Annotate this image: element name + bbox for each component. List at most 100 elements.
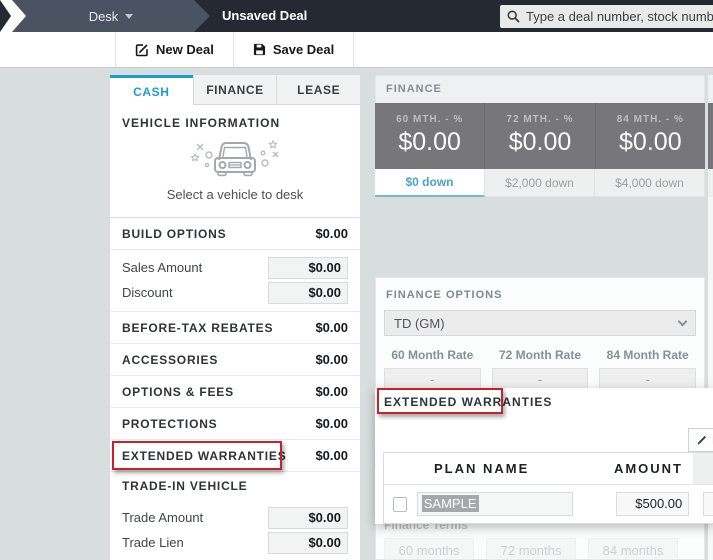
warranty-plan-table: PLAN NAME AMOUNT SAMPLE $500.00 xyxy=(383,452,713,524)
section-options-fees[interactable]: OPTIONS & FEES $0.00 xyxy=(110,376,360,408)
down-payment-tabs: $0 down $2,000 down $4,000 down xyxy=(375,169,705,197)
trade-lien-label: Trade Lien xyxy=(122,535,184,550)
extended-warranties-label: EXTENDED WARRANTIES xyxy=(122,448,287,463)
deal-toolbar: New Deal Save Deal xyxy=(0,32,713,68)
chevron-down-icon xyxy=(125,14,133,19)
accessories-value: $0.00 xyxy=(315,352,348,367)
payment-term-label: 72 MTH. - % xyxy=(506,114,574,125)
plan-name-selected-text: SAMPLE xyxy=(421,495,479,512)
new-deal-label: New Deal xyxy=(156,42,214,57)
options-fees-value: $0.00 xyxy=(315,384,348,399)
car-icon xyxy=(190,139,279,177)
trade-lien-input[interactable]: $0.00 xyxy=(268,531,348,554)
edit-square-icon xyxy=(135,43,148,56)
save-deal-button[interactable]: Save Deal xyxy=(233,32,355,67)
section-protections[interactable]: PROTECTIONS $0.00 xyxy=(110,408,360,440)
accessories-label: ACCESSORIES xyxy=(122,352,219,367)
tab-finance[interactable]: FINANCE xyxy=(192,75,277,105)
deal-search[interactable] xyxy=(500,5,713,28)
edit-plans-button[interactable]: P xyxy=(688,428,713,452)
vehicle-information-section: VEHICLE INFORMATION xyxy=(110,105,360,218)
down-tab-0[interactable]: $0 down xyxy=(375,169,485,197)
discount-input[interactable]: $0.00 xyxy=(268,281,348,304)
trade-lien-row: Trade Lien $0.00 xyxy=(110,530,360,555)
discount-label: Discount xyxy=(122,285,173,300)
term-72-months-button[interactable]: 72 months xyxy=(486,538,576,560)
rate-column-header: 60 Month Rate xyxy=(391,348,474,362)
extended-warranties-value: $0.00 xyxy=(315,448,348,463)
trade-amount-input[interactable]: $0.00 xyxy=(268,506,348,529)
vehicle-information-header: VEHICLE INFORMATION xyxy=(122,116,281,130)
top-navigation-bar: Desk Unsaved Deal xyxy=(0,0,713,32)
plan-name-column-header: PLAN NAME xyxy=(434,461,530,476)
term-84-months-button[interactable]: 84 months xyxy=(588,538,678,560)
table-row: SAMPLE $500.00 xyxy=(384,485,713,523)
payment-value: $0.00 xyxy=(508,128,572,156)
payment-card-72[interactable]: 72 MTH. - % $0.00 xyxy=(484,103,594,169)
clipped-input[interactable] xyxy=(703,492,713,516)
payment-card-84[interactable]: 84 MTH. - % $0.00 xyxy=(594,103,705,169)
payment-term-label: 60 MTH. - % xyxy=(396,114,464,125)
section-trade-in-vehicle: TRADE-IN VEHICLE xyxy=(110,472,360,500)
tab-cash[interactable]: CASH xyxy=(110,75,193,105)
options-fees-label: OPTIONS & FEES xyxy=(122,384,234,399)
breadcrumb-desk-label: Desk xyxy=(88,8,119,24)
section-extended-warranties[interactable]: EXTENDED WARRANTIES $0.00 xyxy=(110,440,360,472)
warranty-table-header: PLAN NAME AMOUNT xyxy=(384,453,713,485)
breadcrumb-desk-menu[interactable]: Desk xyxy=(12,0,210,32)
section-before-tax-rebates[interactable]: BEFORE-TAX REBATES $0.00 xyxy=(110,312,360,344)
new-deal-button[interactable]: New Deal xyxy=(115,32,234,67)
payment-card-60[interactable]: 60 MTH. - % $0.00 xyxy=(375,103,484,169)
payment-term-label: 84 MTH. - % xyxy=(616,114,684,125)
vehicle-placeholder-art xyxy=(110,136,360,189)
protections-value: $0.00 xyxy=(315,416,348,431)
trade-amount-row: Trade Amount $0.00 xyxy=(110,505,360,530)
trade-in-inputs: Trade Amount $0.00 Trade Lien $0.00 xyxy=(110,500,360,560)
adjacent-panel-edge xyxy=(708,75,713,560)
sales-amount-input[interactable]: $0.00 xyxy=(268,256,348,279)
plan-name-input[interactable]: SAMPLE xyxy=(416,492,574,516)
extended-warranties-popup: EXTENDED WARRANTIES P PLAN NAME AMOUNT S… xyxy=(375,388,713,524)
popup-title: EXTENDED WARRANTIES xyxy=(384,395,553,409)
vehicle-empty-text: Select a vehicle to desk xyxy=(166,187,304,202)
sales-amount-label: Sales Amount xyxy=(122,260,203,275)
sales-amount-row: Sales Amount $0.00 xyxy=(110,255,360,280)
payment-value: $0.00 xyxy=(619,128,682,156)
protections-label: PROTECTIONS xyxy=(122,416,218,431)
before-tax-rebates-label: BEFORE-TAX REBATES xyxy=(122,320,274,335)
deal-worksheet-panel: CASH FINANCE LEASE VEHICLE INFORMATION xyxy=(110,75,361,560)
pencil-icon xyxy=(697,435,707,445)
save-icon xyxy=(253,43,265,56)
build-options-value: $0.00 xyxy=(315,226,348,241)
amount-column-header: AMOUNT xyxy=(613,461,683,476)
build-options-label: BUILD OPTIONS xyxy=(122,226,227,241)
save-deal-label: Save Deal xyxy=(272,42,335,57)
payment-value: $0.00 xyxy=(398,128,461,156)
chevron-down-icon xyxy=(677,316,688,326)
lender-select[interactable]: TD (GM) xyxy=(384,310,696,336)
rate-column-header: 72 Month Rate xyxy=(499,348,582,362)
finance-panel-header: FINANCE xyxy=(375,75,705,103)
finance-options-header: FINANCE OPTIONS xyxy=(386,289,503,301)
section-accessories[interactable]: ACCESSORIES $0.00 xyxy=(110,344,360,376)
down-tab-4000[interactable]: $4,000 down xyxy=(595,169,705,197)
search-input[interactable] xyxy=(526,9,713,24)
discount-row: Discount $0.00 xyxy=(110,280,360,305)
term-60-months-button[interactable]: 60 months xyxy=(384,538,474,560)
payment-summary-block: 60 MTH. - % $0.00 72 MTH. - % $0.00 84 M… xyxy=(375,103,705,169)
build-options-inputs: Sales Amount $0.00 Discount $0.00 xyxy=(110,250,360,312)
clipped-column-header xyxy=(693,453,713,484)
rate-column-header: 84 Month Rate xyxy=(606,348,689,362)
deal-type-tabs: CASH FINANCE LEASE xyxy=(110,75,361,105)
search-icon xyxy=(507,10,520,23)
plan-amount-input[interactable]: $500.00 xyxy=(616,492,690,516)
finance-terms-buttons: 60 months 72 months 84 months xyxy=(384,538,696,560)
tab-lease[interactable]: LEASE xyxy=(276,75,361,105)
trade-in-vehicle-label: TRADE-IN VEHICLE xyxy=(122,479,248,493)
trade-amount-label: Trade Amount xyxy=(122,510,204,525)
plan-select-checkbox[interactable] xyxy=(393,496,407,512)
finance-terms-section: Finance Terms 60 months 72 months 84 mon… xyxy=(384,518,696,560)
before-tax-rebates-value: $0.00 xyxy=(315,320,348,335)
down-tab-2000[interactable]: $2,000 down xyxy=(485,169,595,197)
section-build-options[interactable]: BUILD OPTIONS $0.00 xyxy=(110,218,360,250)
